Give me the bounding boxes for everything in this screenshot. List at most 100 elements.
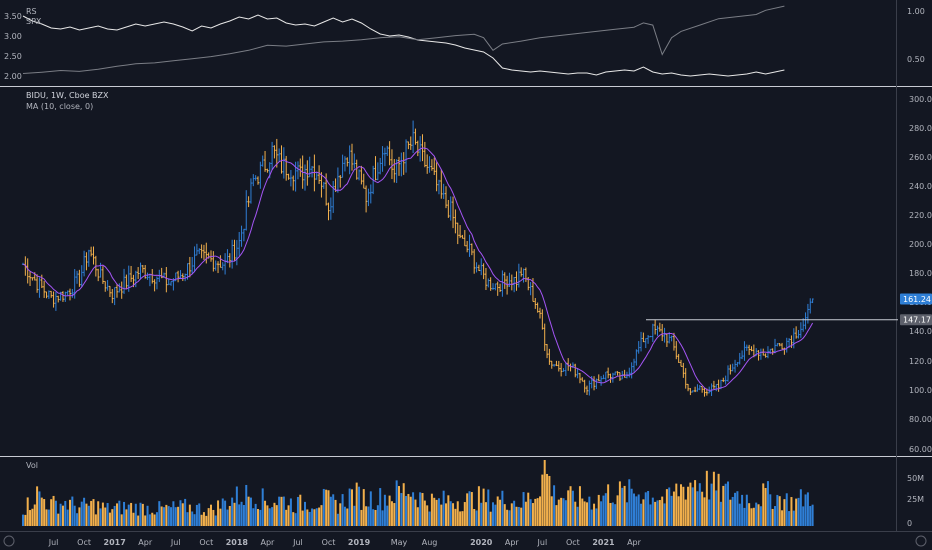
volume-tick: 0 — [907, 519, 912, 528]
time-axis-label: Aug — [422, 538, 438, 547]
time-axis-label: Jul — [170, 538, 181, 547]
volume-bar — [799, 489, 802, 526]
volume-bar — [47, 509, 50, 526]
volume-bar — [804, 494, 807, 526]
volume-bar — [113, 505, 116, 526]
volume-bar — [306, 509, 309, 526]
volume-bar — [600, 501, 603, 526]
volume-bar — [233, 502, 236, 526]
volume-bar — [24, 514, 27, 526]
volume-bar — [186, 512, 189, 526]
volume-bar — [57, 513, 60, 526]
volume-bar — [226, 509, 229, 526]
volume-bar — [402, 483, 405, 526]
volume-bar — [343, 506, 346, 526]
volume-bar — [172, 501, 175, 526]
volume-bar — [745, 494, 748, 526]
volume-bar — [736, 491, 739, 526]
time-axis-label: 2017 — [104, 538, 126, 547]
volume-bar — [118, 500, 121, 526]
volume-bar — [628, 479, 631, 526]
volume-bar — [482, 488, 485, 526]
volume-bar — [778, 496, 781, 526]
volume-bar — [452, 503, 455, 526]
volume-bar — [139, 502, 142, 526]
volume-bar — [400, 493, 403, 526]
price-pane-title: BIDU, 1W, Cboe BZX — [26, 91, 109, 100]
volume-bar — [712, 471, 715, 526]
volume-bar — [783, 499, 786, 526]
price-tick: 300.00 — [909, 95, 932, 104]
time-axis-label: Jul — [537, 538, 548, 547]
volume-bar — [618, 481, 621, 526]
volume-bar — [456, 501, 459, 526]
ma-indicator-label: MA (10, close, 0) — [26, 102, 93, 111]
time-axis-label: 2020 — [470, 538, 493, 547]
volume-bar — [717, 473, 720, 526]
last-price-label: 161.24 — [903, 295, 931, 304]
volume-bar — [367, 506, 370, 526]
volume-bar — [463, 502, 466, 526]
volume-bar — [327, 490, 330, 526]
volume-bar — [421, 493, 424, 526]
volume-bar — [473, 508, 476, 526]
series-line-spx — [22, 5, 785, 74]
volume-bar — [268, 508, 271, 526]
volume-bar — [715, 490, 718, 526]
time-axis-label: 2019 — [348, 538, 371, 547]
volume-bar — [437, 498, 440, 526]
volume-bar — [181, 503, 184, 526]
rs-right-tick: 1.00 — [907, 7, 925, 16]
volume-bar — [515, 506, 518, 526]
timezone-icon[interactable] — [3, 535, 15, 547]
volume-bar — [640, 503, 643, 526]
volume-bar — [97, 501, 100, 526]
time-axis-label: Apr — [138, 538, 153, 547]
settings-gear-icon[interactable] — [915, 535, 927, 547]
volume-bar — [433, 497, 436, 526]
volume-bar — [557, 499, 560, 526]
volume-bar — [602, 495, 605, 526]
volume-bar — [656, 500, 659, 526]
rs-pane — [22, 5, 785, 77]
volume-bar — [278, 496, 281, 526]
volume-bar — [616, 495, 619, 526]
volume-bar — [524, 501, 527, 526]
volume-bar — [484, 502, 487, 526]
volume-bar — [38, 491, 41, 526]
volume-bar — [466, 493, 469, 526]
volume-bar — [621, 487, 624, 526]
volume-bar — [722, 485, 725, 526]
volume-bar — [731, 496, 734, 526]
volume-bar — [724, 483, 727, 526]
volume-bar — [320, 505, 323, 526]
price-tick: 260.00 — [909, 153, 932, 162]
volume-bar — [447, 495, 450, 526]
volume-bar — [130, 502, 133, 526]
volume-bar — [750, 508, 753, 526]
volume-bar — [282, 496, 285, 526]
volume-bar — [588, 496, 591, 526]
volume-bar — [788, 511, 791, 526]
volume-bar — [247, 496, 250, 526]
volume-bar — [54, 500, 57, 526]
volume-bars — [22, 460, 814, 526]
volume-bar — [174, 507, 177, 526]
volume-bar — [214, 515, 217, 526]
volume-bar — [492, 502, 494, 526]
volume-bar — [520, 507, 523, 526]
volume-bar — [560, 497, 563, 526]
volume-bar — [501, 490, 504, 526]
volume-bar — [137, 515, 140, 526]
volume-bar — [271, 507, 274, 526]
time-axis-label: 2018 — [226, 538, 249, 547]
volume-bar — [583, 501, 586, 526]
volume-bar — [409, 496, 412, 526]
volume-bar — [325, 489, 328, 526]
price-tick: 120.00 — [909, 357, 932, 366]
volume-bar — [534, 498, 537, 526]
volume-bar — [311, 508, 314, 526]
volume-bar — [499, 499, 502, 526]
time-axis-label: 2021 — [592, 538, 615, 547]
